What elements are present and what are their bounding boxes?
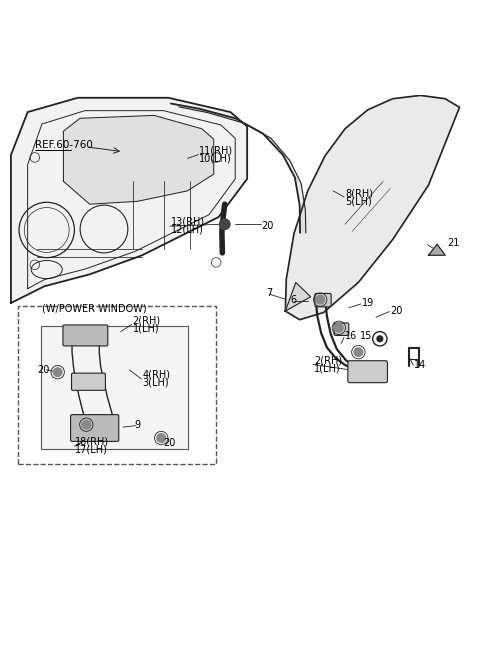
Text: 3(LH): 3(LH) xyxy=(142,377,169,387)
Polygon shape xyxy=(171,104,207,113)
Circle shape xyxy=(82,420,91,429)
Polygon shape xyxy=(199,109,244,123)
Text: 12(LH): 12(LH) xyxy=(171,225,204,235)
Polygon shape xyxy=(11,98,247,303)
Text: 11(RH): 11(RH) xyxy=(199,145,234,155)
Circle shape xyxy=(219,219,230,230)
Circle shape xyxy=(53,368,62,377)
Polygon shape xyxy=(300,205,306,233)
Text: 21: 21 xyxy=(447,238,460,248)
Polygon shape xyxy=(429,244,445,255)
Text: 4(RH): 4(RH) xyxy=(142,369,170,379)
Text: 19: 19 xyxy=(362,298,374,308)
Polygon shape xyxy=(263,134,289,160)
FancyBboxPatch shape xyxy=(63,325,108,346)
Text: 20: 20 xyxy=(37,365,49,375)
Text: 2(RH): 2(RH) xyxy=(132,316,161,325)
FancyBboxPatch shape xyxy=(315,293,331,307)
Circle shape xyxy=(157,434,166,442)
Text: 14: 14 xyxy=(414,360,426,370)
Polygon shape xyxy=(283,155,301,183)
Text: 1(LH): 1(LH) xyxy=(132,324,159,334)
Circle shape xyxy=(377,336,383,341)
Bar xyxy=(40,327,189,450)
Text: 1(LH): 1(LH) xyxy=(314,363,341,373)
Text: 20: 20 xyxy=(164,438,176,448)
Text: REF.60-760: REF.60-760 xyxy=(35,140,93,150)
Polygon shape xyxy=(285,96,459,320)
Text: 5(LH): 5(LH) xyxy=(345,196,372,206)
Text: 8(RH): 8(RH) xyxy=(345,188,373,198)
Circle shape xyxy=(354,348,363,357)
Text: 2(RH): 2(RH) xyxy=(314,355,342,365)
Polygon shape xyxy=(235,118,271,138)
FancyBboxPatch shape xyxy=(348,361,387,383)
Text: 9: 9 xyxy=(134,420,140,430)
Text: 13(RH): 13(RH) xyxy=(171,217,205,227)
Text: 7: 7 xyxy=(266,289,273,299)
Text: (W/POWER WINDOW): (W/POWER WINDOW) xyxy=(42,304,146,314)
Polygon shape xyxy=(295,178,305,210)
Text: 18(RH): 18(RH) xyxy=(75,436,109,446)
Bar xyxy=(18,307,216,464)
Text: 10(LH): 10(LH) xyxy=(199,154,232,164)
Circle shape xyxy=(335,323,343,332)
Circle shape xyxy=(316,295,324,304)
Text: 6: 6 xyxy=(290,295,296,305)
Text: 15: 15 xyxy=(360,331,372,341)
Text: 17(LH): 17(LH) xyxy=(75,444,108,454)
Text: 16: 16 xyxy=(345,331,357,341)
FancyBboxPatch shape xyxy=(72,373,106,390)
Text: 20: 20 xyxy=(262,220,274,230)
Polygon shape xyxy=(63,116,214,204)
Polygon shape xyxy=(285,283,311,311)
FancyBboxPatch shape xyxy=(71,415,119,442)
FancyBboxPatch shape xyxy=(334,323,349,335)
Text: 20: 20 xyxy=(390,306,403,316)
